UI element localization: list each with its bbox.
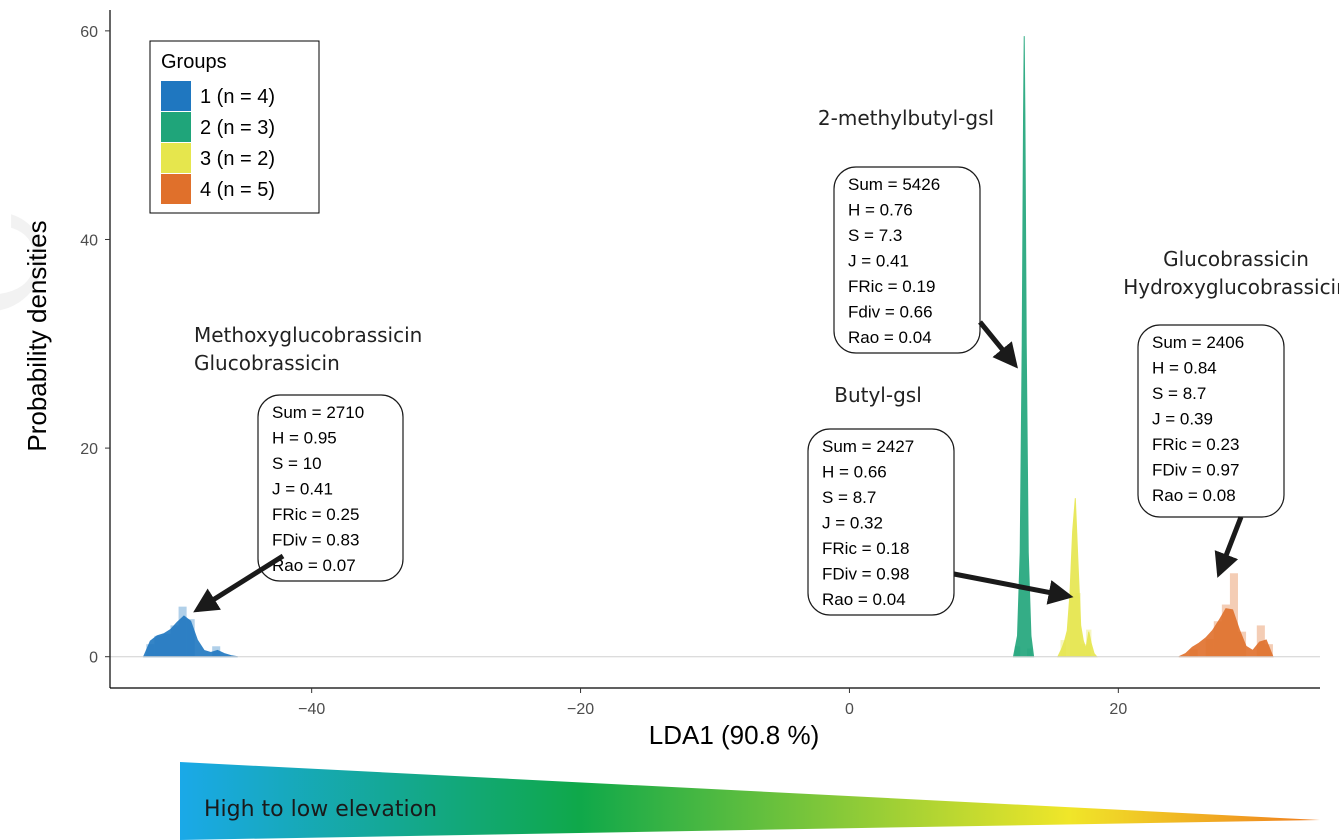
- stats-line: S = 8.7: [822, 488, 876, 507]
- density-area: [1057, 498, 1098, 658]
- annotations: Methoxyglucobrassicin Glucobrassicin Sum =…: [193, 106, 1339, 616]
- density-area: [142, 615, 238, 658]
- stats-line: FRic = 0.18: [822, 539, 909, 558]
- stats-line: J = 0.39: [1152, 410, 1213, 429]
- gradient-label: High to low elevation: [204, 797, 437, 822]
- density-layer: [142, 36, 1274, 658]
- legend-label: 3 (n = 2): [200, 148, 275, 170]
- histogram-layer: [146, 573, 1273, 657]
- y-axis-title: Probability densities: [22, 220, 52, 451]
- annotation-title: Butyl-gsl: [834, 383, 922, 407]
- annotation-arrow: [953, 571, 1074, 605]
- annotation-title: Hydroxyglucobrassicin: [1123, 275, 1339, 299]
- annotation-title: Glucobrassicin: [194, 351, 340, 375]
- elevation-gradient-bar: High to low elevation: [180, 762, 1320, 840]
- stats-box: [257, 394, 404, 582]
- annotation-arrow: [1214, 516, 1244, 578]
- stats-line: Rao = 0.04: [822, 590, 906, 609]
- watermark: C: [0, 205, 76, 320]
- annotation-title: Glucobrassicin: [1163, 247, 1309, 271]
- legend-swatch: [161, 112, 191, 142]
- stats-line: Sum = 2406: [1152, 333, 1244, 352]
- legend-label: 1 (n = 4): [200, 86, 275, 108]
- stats-line: Sum = 2710: [272, 403, 364, 422]
- stats-line: H = 0.84: [1152, 359, 1217, 378]
- x-tick-label: −20: [567, 701, 594, 718]
- legend-swatch: [161, 81, 191, 111]
- stats-line: FDiv = 0.98: [822, 565, 909, 584]
- stats-line: J = 0.32: [822, 514, 883, 533]
- legend-label: 4 (n = 5): [200, 179, 275, 201]
- annotation: Glucobrassicin Hydroxyglucobrassicin Sum =…: [1123, 247, 1339, 578]
- legend-swatch: [161, 174, 191, 204]
- stats-line: FRic = 0.19: [848, 277, 935, 296]
- annotation: 2-methylbutyl-gsl Sum = 5426 H = 0.76 S = 7…: [818, 106, 1018, 369]
- stats-line: FRic = 0.23: [1152, 435, 1239, 454]
- y-tick-label: 60: [80, 24, 98, 41]
- legend: Groups 1 (n = 4) 2 (n = 3) 3 (n = 2) 4 (n = …: [149, 40, 320, 214]
- svg-text:C: C: [0, 205, 76, 320]
- y-tick-label: 40: [80, 232, 98, 249]
- legend-title: Groups: [161, 51, 227, 73]
- density-area: [1012, 36, 1035, 658]
- stats-box: [1137, 324, 1285, 518]
- hist-bar: [1256, 625, 1265, 657]
- x-tick-label: −40: [298, 701, 325, 718]
- stats-line: Rao = 0.07: [272, 556, 356, 575]
- annotation-title: 2-methylbutyl-gsl: [818, 106, 994, 130]
- stats-line: Rao = 0.04: [848, 328, 932, 347]
- stats-line: H = 0.95: [272, 429, 337, 448]
- stats-line: H = 0.76: [848, 201, 913, 220]
- annotation-arrow: [978, 320, 1018, 369]
- legend-label: 2 (n = 3): [200, 117, 275, 139]
- stats-line: FDiv = 0.97: [1152, 461, 1239, 480]
- stats-box: [807, 428, 955, 616]
- y-tick-label: 0: [89, 650, 98, 667]
- annotation: Methoxyglucobrassicin Glucobrassicin Sum =…: [193, 323, 422, 613]
- stats-line: FDiv = 0.83: [272, 531, 359, 550]
- stats-line: S = 10: [272, 454, 322, 473]
- stats-line: Sum = 5426: [848, 175, 940, 194]
- annotation-arrow: [193, 553, 285, 613]
- stats-line: J = 0.41: [848, 252, 909, 271]
- stats-line: H = 0.66: [822, 463, 887, 482]
- stats-line: FRic = 0.25: [272, 505, 359, 524]
- density-area: [1178, 608, 1274, 658]
- gradient-wedge: [180, 762, 1320, 840]
- stats-line: Rao = 0.08: [1152, 486, 1236, 505]
- stats-line: S = 7.3: [848, 226, 902, 245]
- stats-line: Sum = 2427: [822, 437, 914, 456]
- stats-line: S = 8.7: [1152, 384, 1206, 403]
- annotation-title: Methoxyglucobrassicin: [194, 323, 422, 347]
- stats-box: [833, 166, 981, 354]
- legend-swatch: [161, 143, 191, 173]
- stats-line: Fdiv = 0.66: [848, 303, 933, 322]
- x-axis-title: LDA1 (90.8 %): [649, 720, 820, 750]
- x-tick-label: 20: [1109, 701, 1127, 718]
- x-tick-label: 0: [845, 701, 854, 718]
- stats-line: J = 0.41: [272, 480, 333, 499]
- axes: −40 −20 0 20 0 20 40 60: [80, 10, 1320, 718]
- y-tick-label: 20: [80, 441, 98, 458]
- annotation: Butyl-gsl Sum = 2427 H = 0.66 S = 8.7 J = 0.…: [807, 383, 1074, 616]
